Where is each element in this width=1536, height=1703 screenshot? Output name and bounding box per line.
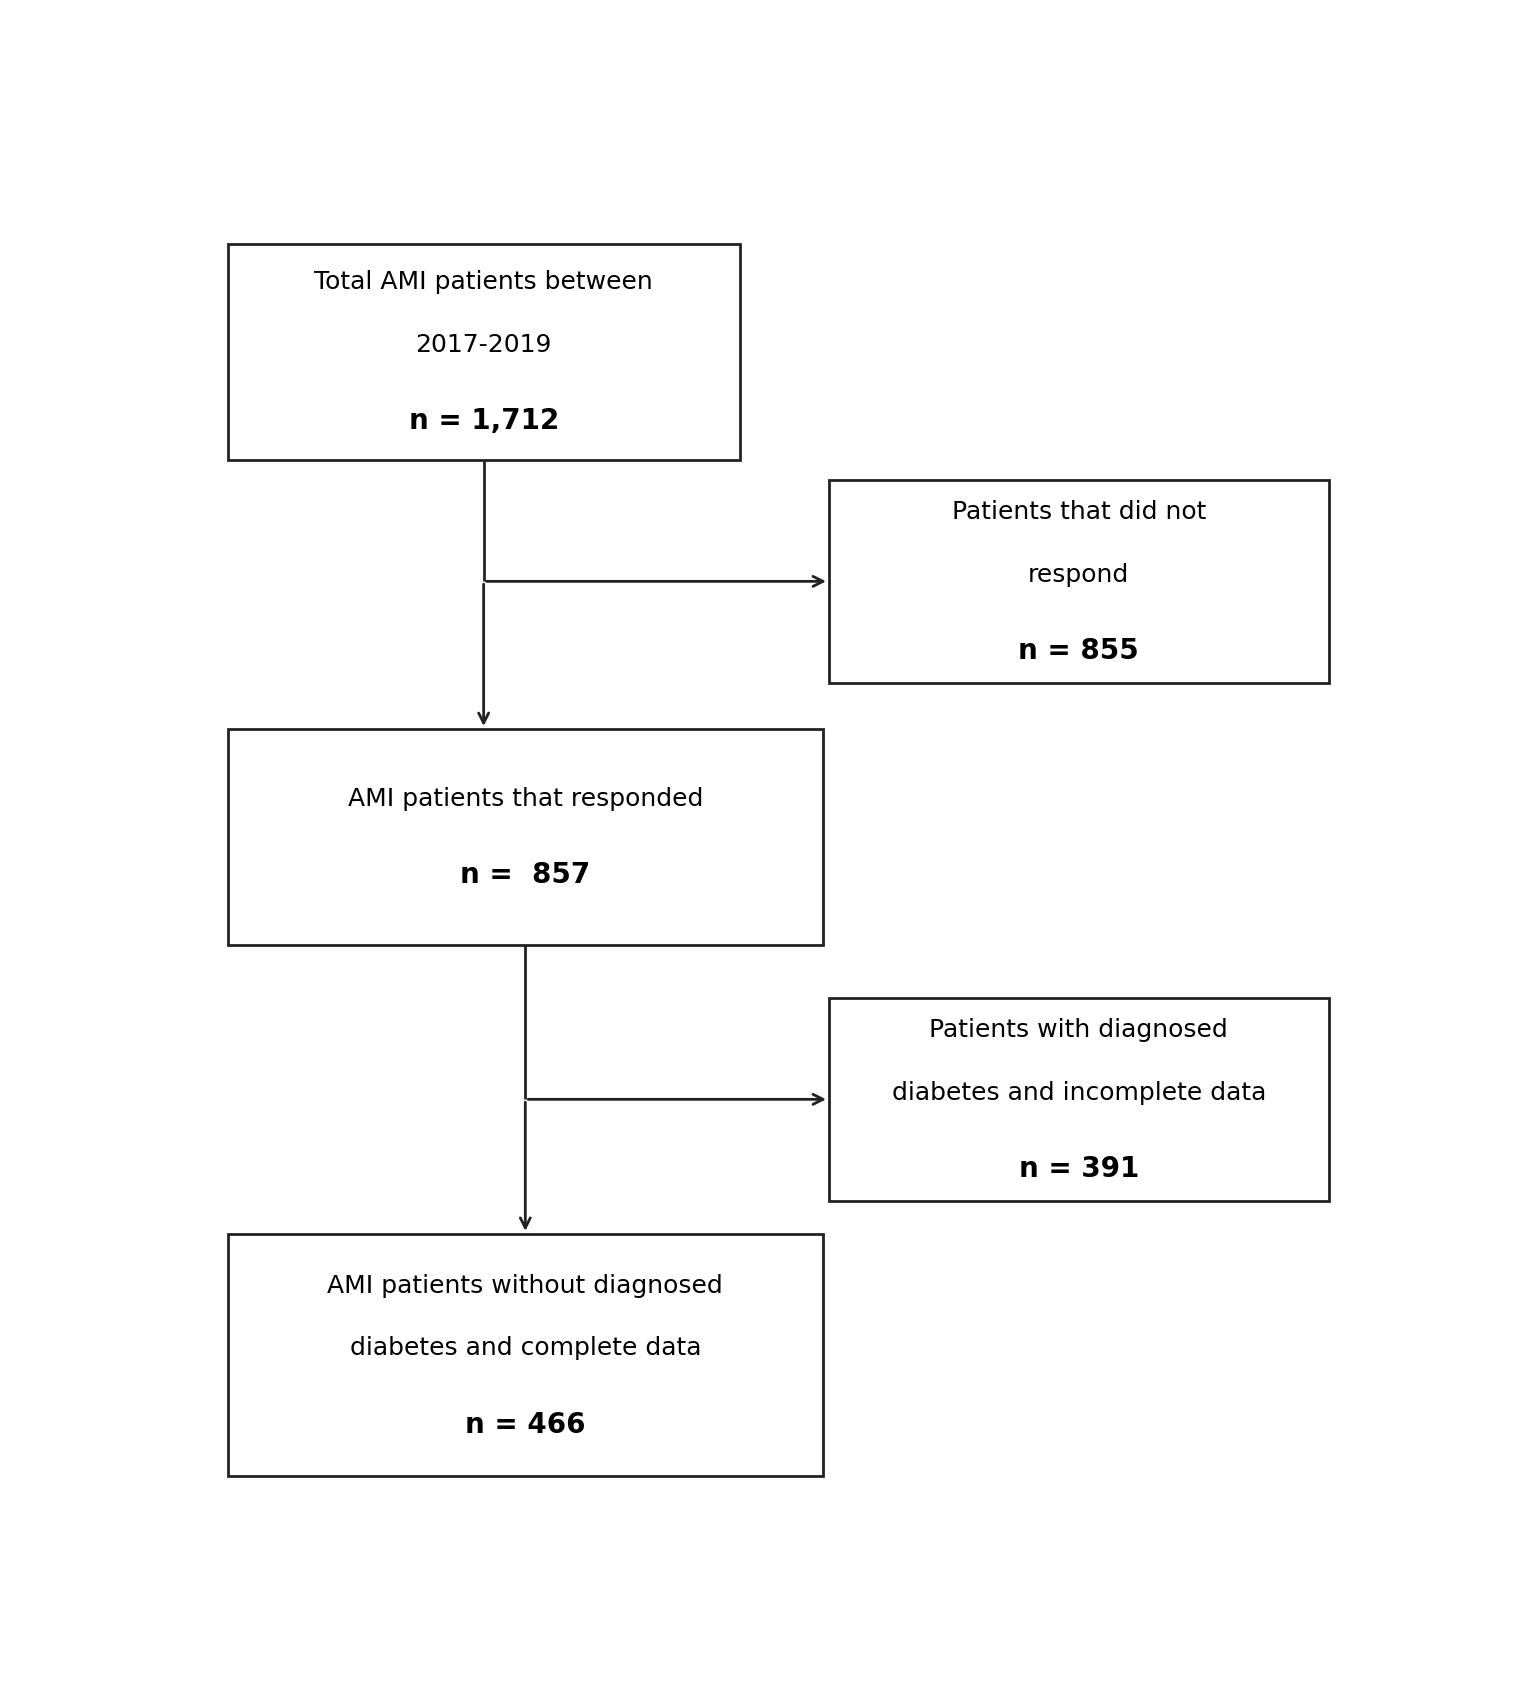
Text: Total AMI patients between: Total AMI patients between: [315, 271, 653, 295]
Bar: [227, 1233, 823, 1477]
Bar: [227, 244, 739, 460]
Text: n = 391: n = 391: [1018, 1155, 1140, 1184]
Text: n =  857: n = 857: [461, 862, 590, 889]
Text: 2017-2019: 2017-2019: [415, 334, 551, 358]
Text: Patients that did not: Patients that did not: [952, 501, 1206, 525]
Text: AMI patients that responded: AMI patients that responded: [347, 787, 703, 811]
Text: n = 855: n = 855: [1018, 637, 1140, 664]
Text: diabetes and complete data: diabetes and complete data: [350, 1337, 700, 1361]
Text: Patients with diagnosed: Patients with diagnosed: [929, 1018, 1229, 1042]
Text: respond: respond: [1028, 562, 1129, 588]
Text: AMI patients without diagnosed: AMI patients without diagnosed: [327, 1274, 723, 1298]
Text: diabetes and incomplete data: diabetes and incomplete data: [892, 1081, 1266, 1105]
Bar: [227, 729, 823, 945]
Bar: [829, 998, 1329, 1201]
Bar: [829, 480, 1329, 683]
Text: n = 466: n = 466: [465, 1410, 585, 1439]
Text: n = 1,712: n = 1,712: [409, 407, 559, 436]
